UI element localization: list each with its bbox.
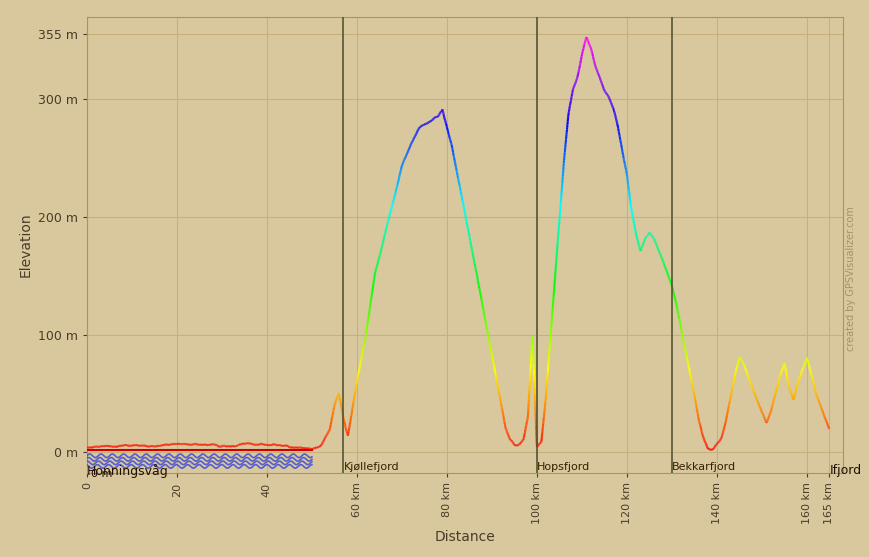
Text: created by GPSVisualizer.com: created by GPSVisualizer.com xyxy=(846,206,856,351)
Text: Ifjord: Ifjord xyxy=(829,464,861,477)
Text: Kjøllefjord: Kjøllefjord xyxy=(343,462,399,472)
X-axis label: Distance: Distance xyxy=(434,530,495,544)
Text: 0 m: 0 m xyxy=(91,469,113,478)
Text: Hopsfjord: Hopsfjord xyxy=(537,462,590,472)
Y-axis label: Elevation: Elevation xyxy=(18,213,32,277)
Text: Honningsvåg: Honningsvåg xyxy=(87,464,169,478)
Text: Bekkarfjord: Bekkarfjord xyxy=(672,462,736,472)
